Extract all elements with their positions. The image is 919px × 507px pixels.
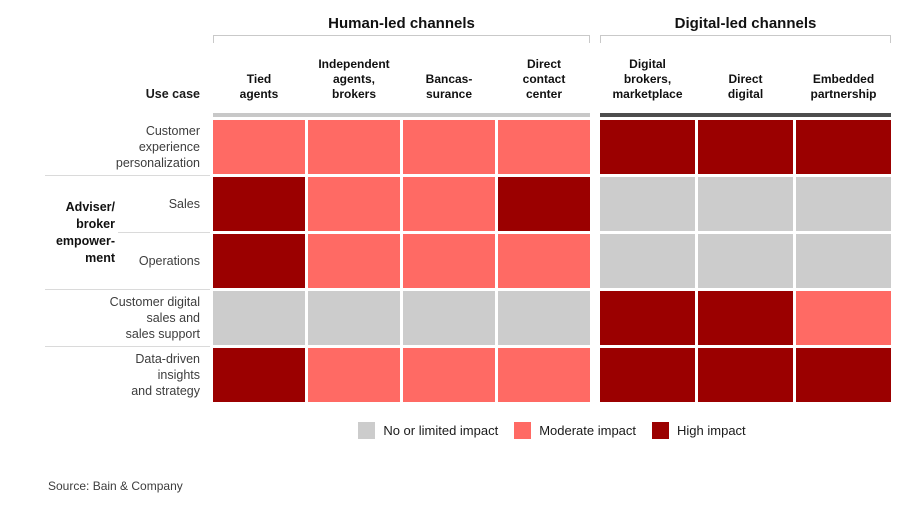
column-header: Digital brokers, marketplace — [612, 57, 683, 101]
column-header: Embedded partnership — [810, 72, 877, 101]
legend-item-moderate-impact: Moderate impact — [514, 422, 636, 439]
column-header: Direct contact center — [522, 57, 566, 101]
no-impact-swatch — [358, 422, 376, 439]
matrix-cell — [796, 234, 891, 288]
matrix-cell — [698, 291, 793, 345]
matrix-cell — [796, 291, 891, 345]
row-label: Sales — [168, 197, 200, 211]
matrix-cell — [600, 234, 695, 288]
matrix-cell — [600, 348, 695, 402]
matrix-cell — [403, 291, 495, 345]
matrix-cell — [796, 348, 891, 402]
matrix-cell — [213, 348, 305, 402]
human-led-underline — [213, 113, 590, 117]
matrix-cell — [698, 234, 793, 288]
matrix-cell — [308, 120, 400, 174]
row-divider — [45, 289, 210, 290]
matrix-cell — [213, 120, 305, 174]
row-label: Customer experience personalization — [115, 124, 200, 170]
source-note: Source: Bain & Company — [48, 479, 183, 493]
use-case-corner-label: Use case — [145, 87, 200, 101]
matrix-cell — [498, 291, 590, 345]
column-header: Independent agents, brokers — [318, 57, 390, 101]
legend-label: High impact — [677, 423, 746, 438]
column-header: Direct digital — [727, 72, 764, 101]
column-header: Bancas- surance — [425, 72, 473, 101]
legend-label: Moderate impact — [539, 423, 637, 438]
row-label: Operations — [138, 254, 200, 268]
row-group-label-adviser-broker-empowerment: Adviser/ broker empower- ment — [55, 199, 115, 265]
group-title-human-led: Human-led channels — [328, 15, 475, 32]
row-divider — [45, 175, 210, 176]
matrix-cell — [796, 120, 891, 174]
matrix-cell — [600, 291, 695, 345]
human-led-bracket — [213, 35, 590, 43]
legend-label: No or limited impact — [383, 423, 499, 438]
matrix-cell — [403, 234, 495, 288]
matrix-cell — [403, 348, 495, 402]
group-title-digital-led: Digital-led channels — [674, 15, 817, 32]
matrix-cell — [308, 348, 400, 402]
matrix-cell — [498, 177, 590, 231]
digital-led-underline — [600, 113, 891, 117]
matrix-cell — [498, 234, 590, 288]
matrix-cell — [308, 177, 400, 231]
impact-matrix-figure: Human-led channels Digital-led channels … — [45, 15, 891, 493]
matrix-cell — [403, 177, 495, 231]
matrix-cell — [796, 177, 891, 231]
matrix-cell — [213, 234, 305, 288]
moderate-impact-swatch — [514, 422, 532, 439]
matrix-cell — [600, 177, 695, 231]
row-divider — [118, 232, 210, 233]
matrix-cell — [308, 234, 400, 288]
row-label: Data-driven insights and strategy — [131, 352, 200, 398]
matrix-cell — [213, 177, 305, 231]
matrix-cell — [213, 291, 305, 345]
legend: No or limited impact Moderate impact Hig… — [213, 422, 891, 439]
high-impact-swatch — [652, 422, 670, 439]
matrix-cell — [403, 120, 495, 174]
matrix-cell — [498, 120, 590, 174]
matrix-grid: Human-led channels Digital-led channels … — [45, 15, 891, 402]
digital-led-bracket — [600, 35, 891, 43]
row-label: Customer digital sales and sales support — [109, 295, 200, 341]
matrix-cell — [600, 120, 695, 174]
legend-item-high-impact: High impact — [652, 422, 746, 439]
matrix-cell — [498, 348, 590, 402]
row-divider — [45, 346, 210, 347]
legend-item-no-impact: No or limited impact — [358, 422, 498, 439]
column-header: Tied agents — [239, 72, 279, 101]
matrix-cell — [698, 348, 793, 402]
matrix-cell — [698, 177, 793, 231]
matrix-cell — [308, 291, 400, 345]
matrix-cell — [698, 120, 793, 174]
